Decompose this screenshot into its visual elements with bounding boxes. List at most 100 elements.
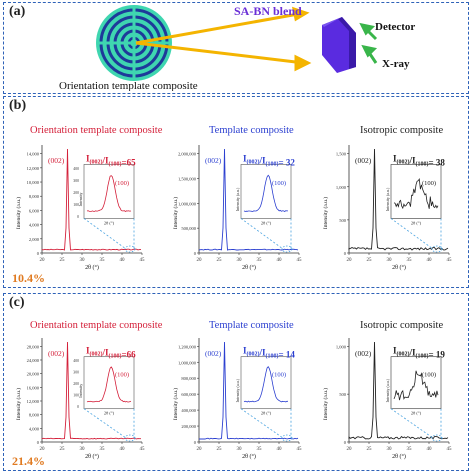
x-tick-label: 40 xyxy=(427,258,433,263)
x-tick-label: 20 xyxy=(40,258,46,263)
ratio-label: I(002)/I(100)=66 xyxy=(86,346,136,360)
inset-frame xyxy=(390,164,442,219)
peak-label-002: (002) xyxy=(355,349,372,358)
chart-b2: 0 500,000 1,000,000 1,500,000 2,000,000 20 25 3… xyxy=(172,145,302,271)
y-tick-label: 0 xyxy=(37,440,40,445)
inset-x-label: 2θ (°) xyxy=(261,411,272,416)
inset-y-tick: 0 xyxy=(77,405,79,409)
inset-spectrum xyxy=(393,370,439,401)
inset-y-label: Intensity (a.u.) xyxy=(385,378,390,402)
y-tick-label: 1,200,000 xyxy=(178,344,197,350)
peak-label-100: (100) xyxy=(422,180,436,187)
y-tick-label: 4,000 xyxy=(29,223,40,229)
x-tick-label: 20 xyxy=(40,447,46,452)
peak-label-100: (100) xyxy=(115,371,129,378)
inset-frame xyxy=(83,164,135,219)
y-axis-label: Intensity (a.u.) xyxy=(15,388,22,420)
inset-y-tick: 300 xyxy=(73,371,79,375)
x-tick-label: 40 xyxy=(277,258,283,263)
peak-label-002: (002) xyxy=(205,349,222,358)
panel-b-label: (b) xyxy=(9,98,27,113)
x-tick-label: 30 xyxy=(80,447,86,452)
y-tick-label: 0 xyxy=(194,440,197,445)
inset-frame xyxy=(240,164,292,219)
inset-y-tick: 100 xyxy=(73,394,79,398)
chart-c2: 0 200,000 400,000 600,000 800,000 1,000,000 1,… xyxy=(172,338,302,460)
x-tick-label: 45 xyxy=(447,258,453,263)
x-tick-label: 35 xyxy=(100,258,106,263)
x-tick-label: 35 xyxy=(257,447,263,452)
y-tick-label: 500 xyxy=(339,218,347,223)
x-tick-label: 45 xyxy=(447,447,453,452)
spectrum-line xyxy=(199,341,299,440)
inset-y-label: Intensity (a.u.) xyxy=(235,187,240,211)
x-tick-label: 35 xyxy=(407,258,413,263)
y-tick-label: 0 xyxy=(344,440,347,445)
peak-label-100: (100) xyxy=(115,180,129,187)
inset-x-label: 2θ (°) xyxy=(261,220,272,225)
x-tick-label: 35 xyxy=(257,258,263,263)
detector-label: Detector xyxy=(375,21,415,33)
inset-y-label: Intensity xyxy=(78,384,83,398)
panel-b: (b) 10.4% Orientation template composite… xyxy=(3,96,469,288)
inset-spectrum xyxy=(393,177,439,210)
y-tick-label: 500 xyxy=(339,392,347,397)
chart-c2-title: Template composite xyxy=(209,320,294,331)
x-tick-label: 30 xyxy=(387,447,393,452)
peak-label-002: (002) xyxy=(205,156,222,165)
panel-a-label: (a) xyxy=(9,4,26,19)
y-axis-label: Intensity (a.u.) xyxy=(322,197,329,229)
x-tick-label: 25 xyxy=(367,258,373,263)
panel-b-charts: 0 2,000 4,000 6,000 8,000 10,000 12,000 14,000 2… xyxy=(15,145,453,271)
x-tick-label: 40 xyxy=(427,447,433,452)
x-tick-label: 20 xyxy=(197,258,203,263)
inset-c1: (100) 2θ (°) Intensity 0 100 200 300 400 xyxy=(73,356,135,439)
inset-x-label: 2θ (°) xyxy=(104,411,115,416)
y-tick-label: 1,000,000 xyxy=(178,201,197,207)
x-tick-label: 45 xyxy=(140,447,146,452)
inset-c2: (100) 2θ (°) Intensity (a.u.) xyxy=(235,356,292,439)
spectrum-line xyxy=(41,341,141,440)
inset-connector xyxy=(390,218,434,250)
peak-label-100: (100) xyxy=(272,371,286,378)
y-tick-label: 400,000 xyxy=(181,408,196,414)
x-axis-label: 2θ (°) xyxy=(85,453,99,460)
composite-label: Orientation template composite xyxy=(59,80,198,91)
y-tick-label: 24,000 xyxy=(27,358,40,364)
y-tick-label: 12,000 xyxy=(27,399,40,405)
panel-c-label: (c) xyxy=(9,295,25,310)
inset-connector xyxy=(390,408,434,439)
x-axis-label: 2θ (°) xyxy=(392,264,406,271)
y-tick-label: 0 xyxy=(37,251,40,256)
peak-label-100: (100) xyxy=(272,180,286,187)
inset-y-tick: 200 xyxy=(73,191,79,195)
x-tick-label: 35 xyxy=(407,447,413,452)
inset-y-tick: 0 xyxy=(77,215,79,219)
ratio-label: I(002)/I(100)= 19 xyxy=(393,346,445,360)
x-tick-label: 20 xyxy=(347,258,353,263)
x-tick-label: 40 xyxy=(120,447,126,452)
y-tick-label: 0 xyxy=(194,251,197,256)
x-tick-label: 40 xyxy=(277,447,283,452)
green-arrows xyxy=(359,22,378,64)
y-axis-label: Intensity (a.u.) xyxy=(15,197,22,229)
inset-y-tick: 100 xyxy=(73,203,79,207)
y-tick-label: 12,000 xyxy=(27,166,40,172)
peak-label-002: (002) xyxy=(355,156,372,165)
x-tick-label: 30 xyxy=(237,447,243,452)
panel-c: (c) 21.4% Orientation template composite… xyxy=(3,293,469,471)
panel-c-percent: 21.4% xyxy=(12,454,45,468)
x-tick-label: 30 xyxy=(80,258,86,263)
inset-frame xyxy=(83,356,135,410)
inset-y-tick: 400 xyxy=(73,359,79,363)
inset-connector xyxy=(240,218,284,250)
spectrum-line xyxy=(198,148,299,251)
setup-diagram: SA-BN blend Detector X-ray Orientation t… xyxy=(59,4,415,91)
inset-y-label: Intensity (a.u.) xyxy=(235,378,240,402)
x-tick-label: 20 xyxy=(197,447,203,452)
inset-y-label: Intensity xyxy=(78,192,83,206)
orientation-template-disk xyxy=(96,5,172,81)
y-axis-label: Intensity (a.u.) xyxy=(172,388,179,420)
chart-c1-title: Orientation template composite xyxy=(30,320,163,331)
inset-connector xyxy=(83,218,127,250)
